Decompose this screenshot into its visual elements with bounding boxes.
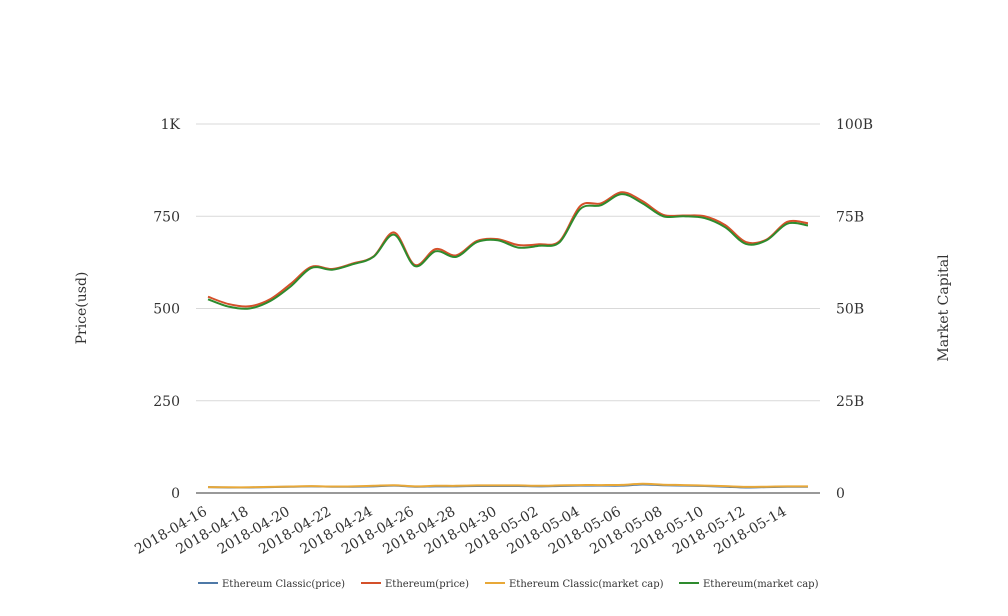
gridlines (196, 123, 820, 494)
y-axis-right-title: Market Capital (936, 254, 952, 362)
y-tick-label-left: 750 (153, 209, 180, 225)
y-tick-label-right: 25B (836, 394, 864, 410)
y-tick-label-right: 75B (836, 209, 864, 225)
left-axis-ticks: 0 250 500 750 1K (153, 117, 180, 502)
y-tick-label-left: 500 (153, 302, 180, 318)
y-axis-left-title: Price(usd) (74, 272, 90, 345)
series-line (207, 193, 809, 310)
legend-item-label: Ethereum Classic(market cap) (509, 579, 664, 590)
legend-item-label: Ethereum(market cap) (703, 579, 819, 590)
right-axis-ticks: 0 25B 50B 75B 100B (836, 117, 873, 502)
y-tick-label-right: 100B (836, 117, 873, 133)
y-tick-label-right: 50B (836, 302, 864, 318)
y-tick-label-right: 0 (836, 486, 845, 502)
x-axis-ticks: 2018-04-162018-04-182018-04-202018-04-22… (132, 504, 789, 558)
legend-item-label: Ethereum(price) (385, 579, 469, 590)
series-line (207, 482, 809, 489)
legend-item-label: Ethereum Classic(price) (222, 579, 345, 590)
series-lines (207, 191, 809, 489)
y-tick-label-left: 0 (171, 486, 180, 502)
series-line (207, 191, 809, 308)
y-tick-label-left: 250 (153, 394, 180, 410)
y-tick-label-left: 1K (161, 117, 181, 133)
legend: Ethereum Classic(price) Ethereum(price) Et… (198, 579, 819, 590)
